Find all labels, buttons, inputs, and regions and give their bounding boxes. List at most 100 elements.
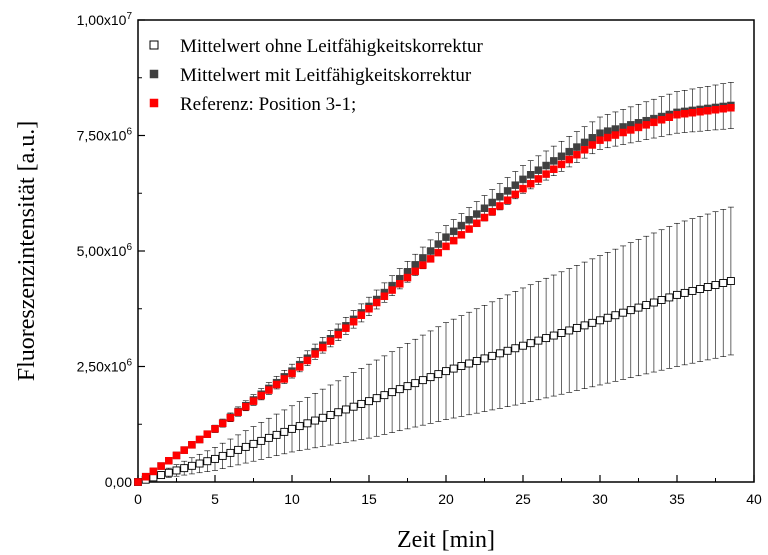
legend-label: Mittelwert mit Leitfähigkeitskorrektur xyxy=(180,65,472,86)
data-point xyxy=(265,386,273,394)
data-point xyxy=(365,397,373,406)
data-point xyxy=(573,150,581,159)
data-point xyxy=(342,324,350,332)
data-point xyxy=(603,133,612,142)
legend: Mittelwert ohne Leitfähigkeitskorrektur M… xyxy=(149,36,484,115)
data-point xyxy=(380,292,389,301)
data-point xyxy=(203,430,212,438)
data-point xyxy=(572,323,581,332)
data-point xyxy=(334,330,342,339)
data-point xyxy=(218,451,227,460)
data-point xyxy=(619,128,627,137)
data-point xyxy=(495,349,504,358)
data-point xyxy=(195,459,204,468)
data-point xyxy=(372,298,381,307)
data-point xyxy=(326,411,335,419)
x-tick-label: 15 xyxy=(361,491,377,507)
data-point xyxy=(280,427,289,436)
data-point xyxy=(396,280,404,288)
data-point xyxy=(226,414,235,422)
data-point xyxy=(303,356,312,365)
data-point xyxy=(403,273,412,282)
data-point xyxy=(657,296,666,304)
data-point xyxy=(519,175,527,184)
data-point xyxy=(419,254,427,262)
data-point xyxy=(241,442,250,451)
data-point xyxy=(673,290,681,299)
data-point xyxy=(680,109,689,118)
data-point xyxy=(580,146,589,154)
x-tick-label: 30 xyxy=(592,491,608,507)
series-layer xyxy=(134,82,735,486)
data-point xyxy=(550,157,558,165)
data-point xyxy=(257,436,266,445)
data-point xyxy=(619,308,628,317)
data-point xyxy=(696,107,704,116)
data-point xyxy=(134,478,142,486)
data-point xyxy=(542,170,550,178)
data-point xyxy=(257,391,265,400)
data-point xyxy=(141,472,150,481)
x-tick-label: 35 xyxy=(669,491,685,507)
data-point xyxy=(172,466,181,475)
y-tick-label: 1,00x107 xyxy=(77,11,133,28)
data-point xyxy=(488,198,496,207)
data-point xyxy=(465,216,473,224)
data-point xyxy=(165,456,173,465)
data-point xyxy=(426,373,435,382)
data-point xyxy=(480,354,489,363)
data-point xyxy=(211,454,219,463)
data-point xyxy=(442,233,450,241)
data-point xyxy=(180,446,188,454)
data-point xyxy=(434,248,443,257)
data-point xyxy=(341,405,350,414)
data-point xyxy=(588,318,597,327)
data-point xyxy=(457,362,466,370)
data-point xyxy=(434,370,443,379)
data-point xyxy=(703,283,712,291)
data-point xyxy=(357,311,366,319)
data-point xyxy=(349,317,358,326)
data-point xyxy=(557,160,566,169)
data-point xyxy=(711,281,720,289)
y-tick-label: 5,00x106 xyxy=(77,242,133,259)
data-point xyxy=(596,129,604,137)
data-point xyxy=(519,341,527,350)
data-point xyxy=(649,298,658,307)
y-tick-label: 0,00 xyxy=(105,474,132,490)
data-point xyxy=(627,126,635,134)
data-point xyxy=(372,394,381,403)
data-point xyxy=(526,171,535,179)
data-point xyxy=(234,408,242,416)
data-point xyxy=(411,261,419,269)
data-point xyxy=(272,430,281,439)
data-point xyxy=(311,350,319,358)
data-point xyxy=(149,467,158,476)
data-point xyxy=(288,369,296,378)
data-point xyxy=(465,225,473,233)
data-point xyxy=(496,202,504,210)
data-point xyxy=(172,451,181,460)
data-point xyxy=(596,136,604,144)
data-point xyxy=(511,344,520,353)
data-point xyxy=(673,110,681,119)
data-point xyxy=(449,227,458,236)
data-point xyxy=(426,247,435,255)
data-point xyxy=(542,334,551,343)
data-point xyxy=(488,351,497,360)
legend-label: Referenz: Position 3-1; xyxy=(180,94,356,115)
data-point xyxy=(449,236,458,245)
data-point xyxy=(565,326,574,335)
x-tick-label: 10 xyxy=(284,491,300,507)
data-point xyxy=(442,367,450,376)
data-point xyxy=(665,293,674,302)
data-point xyxy=(503,346,512,355)
series-3 xyxy=(134,104,735,486)
data-point xyxy=(711,106,720,114)
data-point xyxy=(588,134,597,142)
data-point xyxy=(488,207,496,216)
legend-label: Mittelwert ohne Leitfähigkeitskorrektur xyxy=(180,36,484,57)
data-point xyxy=(326,337,335,345)
data-point xyxy=(157,462,165,470)
data-point xyxy=(272,380,281,389)
